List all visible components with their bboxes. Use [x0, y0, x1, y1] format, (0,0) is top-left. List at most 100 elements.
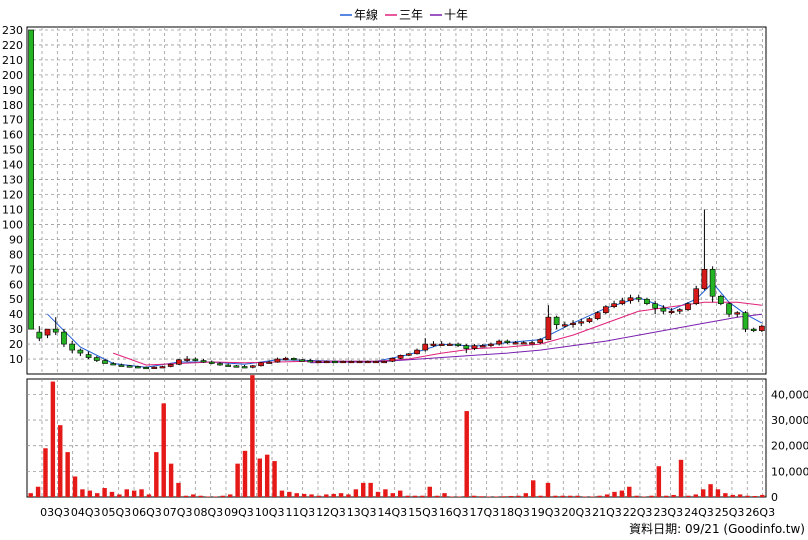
- candle: [28, 29, 34, 330]
- data-date-footer: 資料日期: 09/21 (Goodinfo.tw): [629, 522, 805, 536]
- volume-bar: [664, 495, 669, 497]
- candle: [717, 294, 724, 306]
- volume-bar: [368, 482, 373, 497]
- candle: [159, 365, 166, 369]
- volume-bar: [530, 480, 536, 497]
- volume-bar: [434, 495, 440, 497]
- volume-plot-area: [26, 378, 767, 498]
- price-tick-label: 210: [2, 54, 23, 67]
- price-tick-label: 110: [2, 203, 23, 216]
- candle: [85, 351, 92, 360]
- x-tick-label: 05Q3: [101, 506, 131, 519]
- volume-bar: [272, 461, 277, 497]
- volume-bar: [612, 491, 617, 497]
- volume-bar: [191, 494, 196, 497]
- volume-bar: [752, 495, 758, 497]
- volume-bar: [235, 463, 240, 497]
- price-tick-label: 120: [2, 189, 23, 202]
- volume-bars: [28, 375, 765, 497]
- volume-bar: [501, 496, 506, 497]
- volume-bar: [161, 403, 166, 497]
- volume-bar: [43, 448, 48, 497]
- candle: [726, 302, 732, 318]
- candle: [102, 359, 108, 364]
- price-tick-label: 50: [9, 293, 23, 306]
- volume-bar: [545, 482, 551, 497]
- volume-bar: [553, 495, 558, 497]
- volume-bar: [346, 494, 351, 497]
- candle: [512, 341, 519, 345]
- candle: [430, 341, 437, 348]
- volume-tick-label: 10,000: [771, 465, 808, 478]
- price-tick-label: 20: [9, 338, 23, 351]
- x-tick-label: 20Q3: [561, 506, 591, 519]
- candle: [258, 362, 264, 367]
- volume-bar: [87, 490, 93, 497]
- candle: [405, 353, 412, 357]
- volume-bar: [316, 495, 322, 497]
- volume-bar: [619, 490, 625, 497]
- volume-bar: [65, 452, 70, 497]
- volume-bar: [279, 490, 285, 497]
- candle: [586, 317, 593, 324]
- price-tick-label: 40: [9, 308, 23, 321]
- volume-bar: [294, 493, 299, 497]
- volume-bar: [671, 494, 676, 497]
- x-tick-label: 16Q3: [439, 506, 469, 519]
- price-tick-label: 160: [2, 129, 23, 142]
- candle: [208, 360, 215, 365]
- volume-bar: [715, 489, 721, 497]
- candle: [126, 365, 133, 368]
- volume-bar: [375, 491, 381, 497]
- x-tick-label: 08Q3: [193, 506, 223, 519]
- volume-bar: [760, 494, 765, 497]
- candle: [348, 360, 355, 364]
- volume-bar: [449, 496, 455, 497]
- volume-bar: [523, 493, 529, 497]
- price-tick-label: 200: [2, 69, 23, 82]
- price-tick-label: 150: [2, 144, 23, 157]
- x-tick-label: 09Q3: [224, 506, 254, 519]
- volume-bar: [575, 495, 580, 497]
- volume-bar: [494, 496, 499, 497]
- volume-bar: [486, 496, 492, 497]
- volume-bar: [353, 489, 359, 497]
- x-tick-label: 18Q3: [500, 506, 530, 519]
- volume-bar: [264, 454, 270, 497]
- x-tick-label: 24Q3: [684, 506, 714, 519]
- x-tick-label: 26Q3: [745, 506, 775, 519]
- candle: [233, 365, 240, 368]
- volume-bar: [471, 495, 477, 497]
- volume-bar: [301, 493, 307, 497]
- candle: [36, 326, 43, 342]
- candle: [676, 308, 683, 315]
- price-tick-label: 180: [2, 99, 23, 112]
- price-tick-label: 220: [2, 39, 23, 52]
- volume-bar: [678, 459, 684, 497]
- candle: [660, 305, 667, 315]
- candle: [734, 311, 741, 318]
- candle: [422, 338, 429, 352]
- candle: [332, 360, 338, 364]
- volume-tick-label: 20,000: [771, 440, 808, 453]
- candle: [373, 360, 379, 364]
- volume-bar: [567, 495, 573, 497]
- volume-bar: [220, 495, 226, 497]
- volume-bar: [442, 493, 447, 497]
- price-tick-label: 30: [9, 323, 23, 336]
- volume-bar: [287, 491, 292, 497]
- x-tick-label: 21Q3: [592, 506, 622, 519]
- volume-bar: [168, 463, 174, 497]
- candle: [274, 357, 281, 363]
- candle: [176, 359, 182, 366]
- volume-bar: [102, 488, 107, 497]
- x-tick-label: 14Q3: [377, 506, 407, 519]
- x-tick-label: 10Q3: [255, 506, 285, 519]
- candle: [381, 360, 388, 364]
- candle: [389, 357, 396, 363]
- x-tick-label: 23Q3: [653, 506, 683, 519]
- candle: [52, 317, 59, 336]
- volume-bar: [745, 495, 750, 497]
- volume-bar: [109, 491, 115, 497]
- candle: [750, 327, 757, 333]
